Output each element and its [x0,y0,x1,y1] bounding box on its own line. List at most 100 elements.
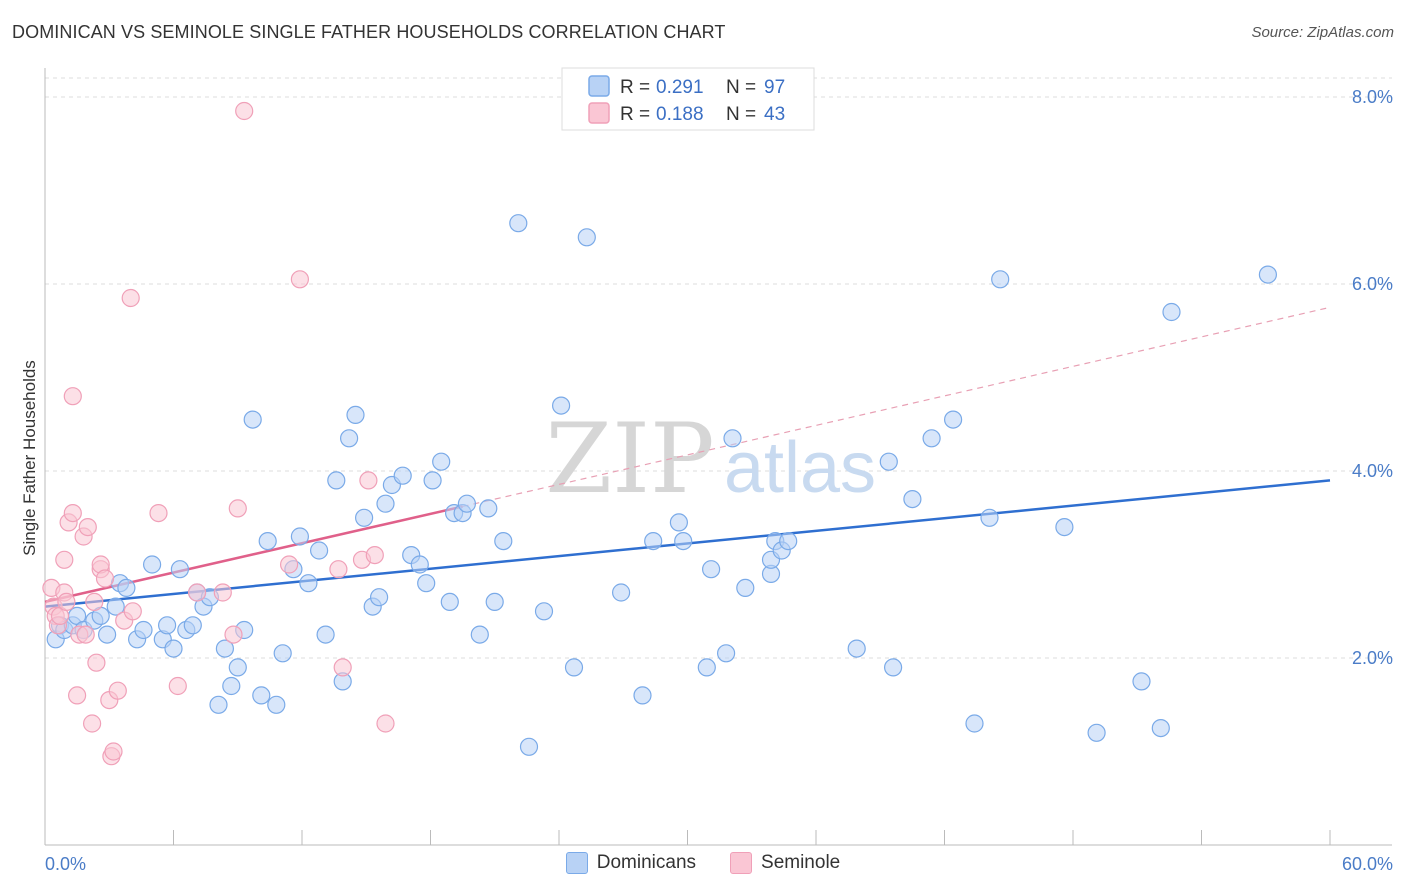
point-dominicans-46 [376,494,395,513]
point-dominicans-73 [697,658,716,677]
point-dominicans-9 [106,597,125,616]
point-dominicans-72 [674,531,693,551]
point-dominicans-92 [1055,517,1074,537]
point-dominicans-66 [564,658,584,677]
point-dominicans-26 [222,676,241,696]
point-dominicans-14 [143,555,162,574]
point-dominicans-82 [779,531,798,551]
point-dominicans-30 [252,686,271,705]
point-dominicans-87 [922,429,941,448]
legend-item-dominicans[interactable]: Dominicans [565,852,696,874]
point-seminole-39 [333,658,352,677]
point-dominicans-37 [310,541,329,560]
trend-dashed-seminole [462,306,1331,508]
point-dominicans-20 [183,616,202,635]
point-dominicans-96 [1162,302,1181,322]
point-dominicans-52 [423,471,442,490]
point-dominicans-86 [903,490,922,509]
point-dominicans-29 [243,410,262,429]
point-dominicans-41 [340,429,359,448]
point-dominicans-76 [723,429,742,448]
legend-label-seminole: Seminole [761,852,841,873]
watermark-zip: ZIP [545,403,714,515]
point-dominicans-69 [633,686,652,705]
point-dominicans-59 [479,499,498,518]
point-seminole-41 [359,471,378,490]
legend-r-label-2: R = [620,104,650,125]
trend-seminole [44,505,463,604]
source-label: Source: ZipAtlas.com [1251,24,1394,41]
point-seminole-33 [224,625,243,644]
point-dominicans-94 [1132,672,1151,691]
point-dominicans-43 [355,508,374,527]
point-dominicans-93 [1087,723,1106,742]
point-seminole-32 [213,583,232,602]
series-dominicans [46,214,1278,756]
point-dominicans-51 [417,574,436,593]
point-seminole-28 [123,602,142,621]
x-tick-label-right: 60.0% [1342,854,1393,874]
point-dominicans-70 [644,531,663,551]
y-axis-title: Single Father Households [20,360,39,556]
point-seminole-21 [95,569,115,588]
point-dominicans-57 [457,494,476,513]
point-dominicans-97 [1258,265,1278,284]
point-seminole-29 [149,503,168,523]
point-seminole-25 [108,681,127,700]
point-dominicans-38 [316,625,335,644]
chart-title: DOMINICAN VS SEMINOLE SINGLE FATHER HOUS… [12,22,726,42]
point-seminole-31 [188,583,207,602]
point-seminole-43 [376,714,395,733]
point-seminole-11 [67,686,87,705]
y-tick-label-3: 8.0% [1352,87,1393,107]
watermark-atlas: atlas [724,428,876,508]
point-dominicans-71 [669,513,689,532]
series-legend: Dominicans Seminole [0,852,1406,874]
legend-swatch-dominicans-bottom [565,852,588,874]
point-dominicans-35 [290,527,309,546]
legend-n-value-2: 43 [764,104,785,125]
point-dominicans-36 [299,574,318,593]
point-dominicans-84 [879,452,898,471]
point-seminole-14 [76,625,95,644]
legend-item-seminole[interactable]: Seminole [730,852,840,874]
point-dominicans-88 [943,410,963,429]
point-seminole-42 [365,545,384,565]
point-dominicans-16 [158,616,177,635]
point-dominicans-31 [258,531,277,551]
point-dominicans-64 [534,602,554,621]
legend-swatch-seminole-bottom [730,852,753,874]
point-dominicans-61 [494,531,513,551]
point-seminole-17 [85,592,104,612]
y-tick-label-0: 2.0% [1352,648,1393,668]
point-dominicans-18 [170,560,189,579]
point-dominicans-24 [209,695,228,714]
point-dominicans-62 [509,214,528,233]
legend-r-value-1: 0.291 [656,77,704,98]
legend-n-label-2: N = [726,104,756,125]
legend-swatch-dominicans [588,75,610,97]
point-dominicans-48 [393,466,412,485]
legend-r-label-1: R = [620,77,650,98]
point-seminole-38 [329,560,348,579]
point-dominicans-90 [980,508,999,527]
point-seminole-37 [290,270,309,289]
point-seminole-27 [121,288,140,308]
point-dominicans-13 [134,620,153,640]
point-dominicans-50 [410,555,429,574]
legend-swatch-seminole [588,102,610,124]
point-seminole-10 [63,503,82,523]
point-seminole-15 [78,517,97,537]
point-seminole-16 [82,714,102,733]
point-dominicans-32 [267,695,286,714]
y-tick-label-2: 6.0% [1352,274,1393,294]
point-dominicans-95 [1151,718,1170,738]
point-dominicans-91 [991,270,1010,289]
point-seminole-9 [63,387,82,406]
point-dominicans-25 [215,639,234,658]
point-seminole-24 [104,742,123,761]
point-seminole-35 [235,101,254,121]
point-seminole-30 [168,676,187,696]
point-dominicans-53 [432,452,451,471]
point-dominicans-8 [97,625,117,644]
